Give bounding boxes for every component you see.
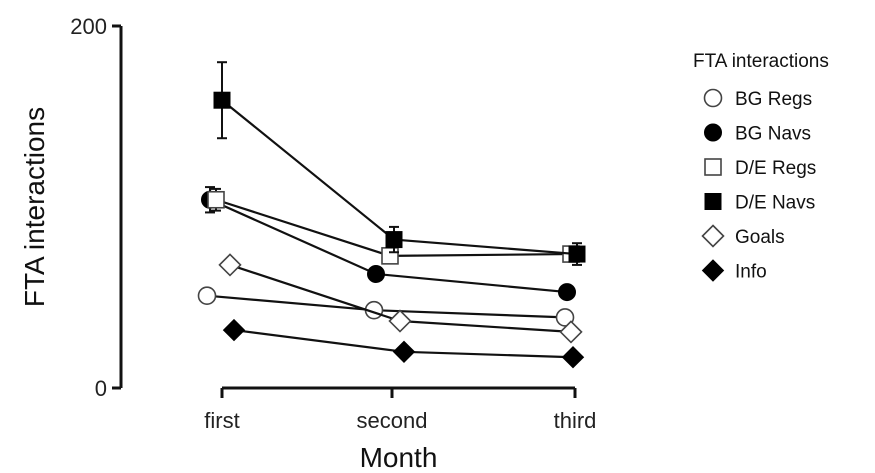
data-point bbox=[197, 286, 217, 305]
legend-title: FTA interactions bbox=[693, 51, 829, 72]
legend-label: Goals bbox=[735, 227, 785, 248]
data-point bbox=[218, 253, 242, 277]
legend-label: BG Regs bbox=[735, 89, 812, 110]
y-tick-label: 0 bbox=[95, 376, 107, 401]
legend: FTA interactions BG Regs BG Navs D/E Regs D… bbox=[693, 51, 829, 283]
legend-label: Info bbox=[735, 262, 767, 283]
x-tick-label: second bbox=[357, 408, 428, 433]
legend-marker bbox=[704, 193, 722, 210]
legend-label: D/E Navs bbox=[735, 193, 815, 214]
legend-item: D/E Regs bbox=[704, 158, 816, 179]
legend-marker bbox=[704, 123, 722, 142]
legend-item: Goals bbox=[701, 224, 785, 248]
data-point bbox=[207, 190, 225, 209]
legend-label: BG Navs bbox=[735, 124, 811, 145]
legend-item: D/E Navs bbox=[704, 193, 815, 214]
data-point bbox=[568, 245, 586, 263]
data-point bbox=[558, 283, 576, 302]
x-ticks: first second third bbox=[204, 388, 596, 433]
y-tick-label: 200 bbox=[70, 14, 107, 39]
data-point bbox=[385, 231, 403, 249]
legend-marker bbox=[701, 259, 725, 282]
data-point bbox=[213, 91, 231, 109]
legend-label: D/E Regs bbox=[735, 158, 816, 179]
data-point bbox=[381, 247, 399, 265]
legend-item: BG Regs bbox=[703, 88, 812, 110]
y-ticks: 0 200 bbox=[70, 14, 121, 401]
data-point bbox=[388, 309, 412, 333]
data-point bbox=[555, 308, 575, 327]
legend-marker bbox=[701, 224, 725, 248]
series-d-e-navs bbox=[213, 61, 586, 266]
series-bg-regs bbox=[197, 286, 575, 327]
legend-item: BG Navs bbox=[704, 123, 811, 145]
plot-area bbox=[197, 61, 586, 369]
data-point bbox=[561, 346, 585, 369]
legend-item: Info bbox=[701, 259, 767, 283]
data-point bbox=[559, 320, 583, 344]
data-point bbox=[222, 318, 246, 342]
data-point bbox=[367, 264, 385, 283]
series-line bbox=[221, 99, 578, 256]
legend-items: BG Regs BG Navs D/E Regs D/E Navs Goals Info bbox=[701, 88, 816, 283]
axes: 0 200 first second third FTA interactions M… bbox=[19, 14, 596, 473]
legend-marker bbox=[703, 88, 723, 108]
series-info bbox=[222, 318, 585, 369]
x-axis-title: Month bbox=[360, 442, 438, 473]
y-axis-title: FTA interactions bbox=[19, 107, 50, 307]
data-point bbox=[392, 340, 416, 364]
legend-marker bbox=[704, 158, 722, 176]
series-line bbox=[206, 294, 566, 319]
x-tick-label: third bbox=[554, 408, 597, 433]
x-tick-label: first bbox=[204, 408, 239, 433]
series-goals bbox=[218, 253, 583, 344]
